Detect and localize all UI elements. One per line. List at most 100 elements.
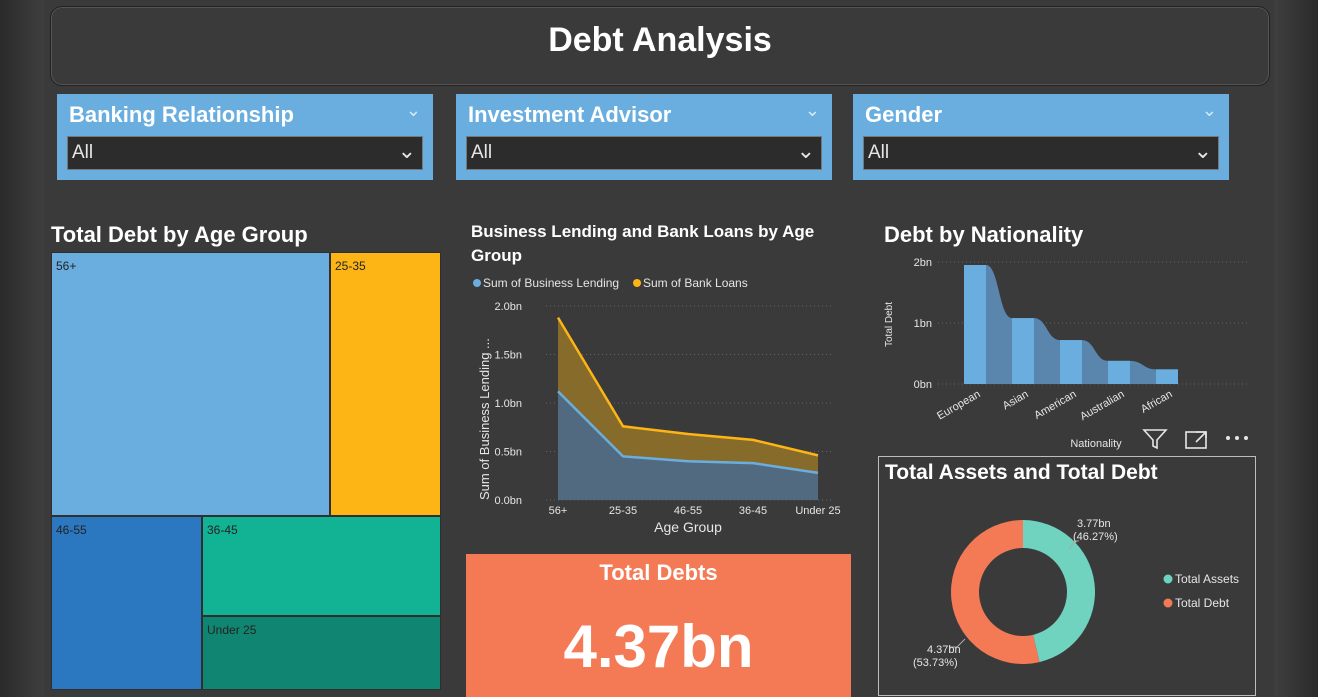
slicer-dropdown[interactable]: All ⌄ <box>466 136 822 170</box>
x-tick-label: American <box>1032 388 1078 422</box>
slicer-gender[interactable]: Gender ⌄ All ⌄ <box>853 94 1229 180</box>
area-x-label: Age Group <box>654 519 722 535</box>
left-margin <box>0 0 44 697</box>
nationality-bar[interactable] <box>1012 318 1034 384</box>
treemap-chart: 56+ 25-35 46-55 36-45 Under 25 <box>51 252 441 690</box>
area-chart-title: Business Lending and Bank Loans by Age G… <box>471 220 814 268</box>
legend-total-debt[interactable]: Total Debt <box>1175 596 1230 610</box>
nationality-chart: 2bn 1bn 0bn European Asian American Australia… <box>884 257 1250 450</box>
treemap-tile-56plus[interactable]: 56+ <box>51 252 330 516</box>
visual-header-icons <box>1140 426 1260 450</box>
x-tick-label: African <box>1139 388 1175 416</box>
donut-slices <box>951 520 1095 664</box>
area-chart-title-line2: Group <box>471 246 522 265</box>
y-tick-label: 2.0bn <box>494 301 522 313</box>
treemap-tile-25-35[interactable]: 25-35 <box>330 252 441 516</box>
right-margin <box>1274 0 1318 697</box>
x-tick-label: Asian <box>1001 388 1031 412</box>
tile-label: 36-45 <box>207 523 238 537</box>
donut-slice-debt[interactable] <box>951 520 1040 664</box>
chevron-down-icon[interactable]: ⌄ <box>1201 100 1217 120</box>
nationality-y-label: Total Debt <box>884 302 895 347</box>
chevron-down-icon[interactable]: ⌄ <box>405 100 421 120</box>
donut-visual: Total Assets and Total Debt 3.77bn (46.2… <box>878 456 1256 696</box>
legend-dot-assets <box>1163 574 1173 584</box>
tile-label: 56+ <box>56 259 77 273</box>
x-tick-label: 25-35 <box>609 505 637 517</box>
legend-bank-loans[interactable]: Sum of Bank Loans <box>643 276 748 290</box>
chevron-down-icon: ⌄ <box>796 138 815 163</box>
x-tick-label: 56+ <box>549 505 568 517</box>
kpi-value: 4.37bn <box>563 613 754 680</box>
y-tick-label: 0.0bn <box>494 495 522 507</box>
y-tick-label: 0bn <box>914 379 932 391</box>
nationality-bar[interactable] <box>1156 369 1178 384</box>
area-x-ticks: 56+ 25-35 46-55 36-45 Under 25 <box>549 505 841 517</box>
nationality-chart-title: Debt by Nationality <box>884 222 1084 247</box>
donut-slice-assets[interactable] <box>1023 520 1095 663</box>
nationality-bar[interactable] <box>1060 340 1082 384</box>
x-tick-label: European <box>935 388 982 422</box>
slicer-dropdown[interactable]: All ⌄ <box>67 136 423 170</box>
nationality-bar[interactable] <box>964 265 986 384</box>
donut-assets-percent: (46.27%) <box>1073 531 1118 543</box>
filter-icon[interactable] <box>1142 429 1168 450</box>
more-options-icon[interactable] <box>1226 436 1248 440</box>
legend-dot-bank-loans <box>633 279 641 287</box>
slicer-label: Investment Advisor <box>468 102 672 127</box>
x-tick-label: Australian <box>1078 388 1126 423</box>
area-y-ticks: 2.0bn 1.5bn 1.0bn 0.5bn 0.0bn <box>494 301 522 507</box>
x-tick-label: 36-45 <box>739 505 767 517</box>
slicer-value: All <box>868 142 890 163</box>
y-tick-label: 0.5bn <box>494 447 522 459</box>
legend-dot-business-lending <box>473 279 481 287</box>
nationality-bar[interactable] <box>1108 360 1130 384</box>
area-series <box>556 316 819 500</box>
nationality-x-ticks: European Asian American Australian African <box>935 388 1174 423</box>
y-tick-label: 1.5bn <box>494 350 522 362</box>
slicer-label: Gender <box>865 102 943 127</box>
nationality-y-ticks: 2bn 1bn 0bn <box>914 257 932 391</box>
legend-dot-debt <box>1163 598 1173 608</box>
area-chart-title-line1: Business Lending and Bank Loans by Age <box>471 222 815 241</box>
legend-total-assets[interactable]: Total Assets <box>1175 572 1239 586</box>
kpi-title: Total Debts <box>599 560 718 585</box>
chevron-down-icon: ⌄ <box>397 138 416 163</box>
chevron-down-icon[interactable]: ⌄ <box>804 100 820 120</box>
slicer-dropdown[interactable]: All ⌄ <box>863 136 1219 170</box>
y-tick-label: 1.0bn <box>494 398 522 410</box>
legend-business-lending[interactable]: Sum of Business Lending <box>483 276 619 290</box>
total-debts-card: Total Debts 4.37bn <box>466 554 851 697</box>
donut-title: Total Assets and Total Debt <box>885 461 1158 484</box>
title-banner: Debt Analysis <box>50 6 1270 86</box>
nationality-bars <box>964 265 1178 384</box>
page-title: Debt Analysis <box>548 21 772 59</box>
nationality-x-label: Nationality <box>1070 438 1122 450</box>
treemap-tile-36-45[interactable]: 36-45 <box>202 516 441 616</box>
x-tick-label: 46-55 <box>674 505 702 517</box>
treemap-tile-46-55[interactable]: 46-55 <box>51 516 202 690</box>
donut-chart: 3.77bn (46.27%) 4.37bn (53.73%) Total As… <box>913 518 1239 669</box>
focus-mode-icon[interactable] <box>1185 431 1207 449</box>
tile-label: 46-55 <box>56 523 87 537</box>
y-tick-label: 2bn <box>914 257 932 269</box>
donut-debt-percent: (53.73%) <box>913 657 958 669</box>
donut-assets-value: 3.77bn <box>1077 518 1111 530</box>
area-line-business-lending[interactable] <box>557 390 819 475</box>
chevron-down-icon: ⌄ <box>1193 138 1212 163</box>
y-tick-label: 1bn <box>914 318 932 330</box>
slicer-label: Banking Relationship <box>69 102 294 127</box>
area-chart: Sum of Business Lending Sum of Bank Loan… <box>473 276 841 535</box>
area-fill-business-lending <box>558 391 818 500</box>
area-line-bank-loans[interactable] <box>556 316 819 457</box>
slicer-value: All <box>471 142 493 163</box>
x-tick-label: Under 25 <box>795 505 840 517</box>
area-fill-bank-loans <box>558 317 818 500</box>
treemap-title: Total Debt by Age Group <box>51 222 308 247</box>
treemap-tile-under-25[interactable]: Under 25 <box>202 616 441 690</box>
slicer-banking-relationship[interactable]: Banking Relationship ⌄ All ⌄ <box>57 94 433 180</box>
area-y-label: Sum of Business Lending ... <box>477 338 492 500</box>
slicer-value: All <box>72 142 94 163</box>
slicer-investment-advisor[interactable]: Investment Advisor ⌄ All ⌄ <box>456 94 832 180</box>
tile-label: Under 25 <box>207 623 257 637</box>
